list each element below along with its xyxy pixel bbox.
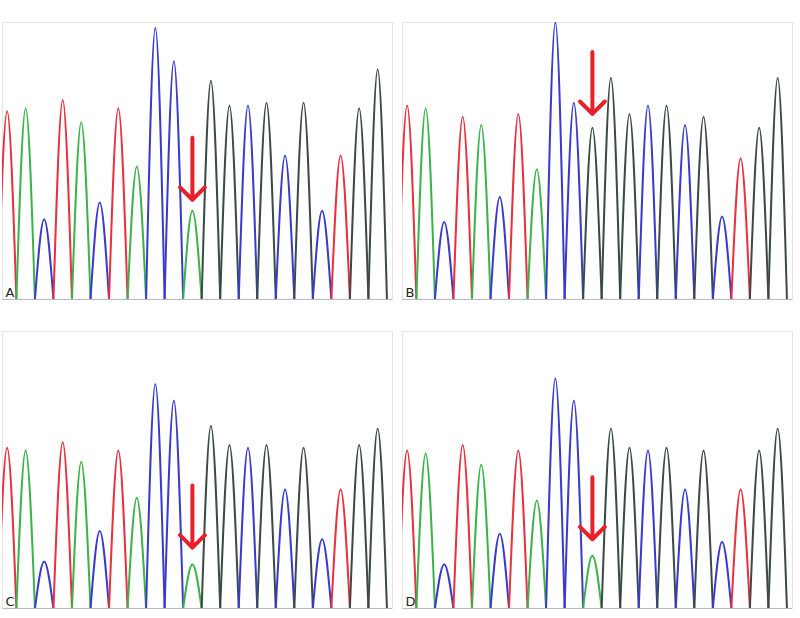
svg-text:A: A bbox=[6, 285, 15, 300]
svg-text:B: B bbox=[406, 285, 415, 300]
svg-text:C: C bbox=[6, 594, 15, 609]
svg-text:D: D bbox=[406, 594, 416, 609]
